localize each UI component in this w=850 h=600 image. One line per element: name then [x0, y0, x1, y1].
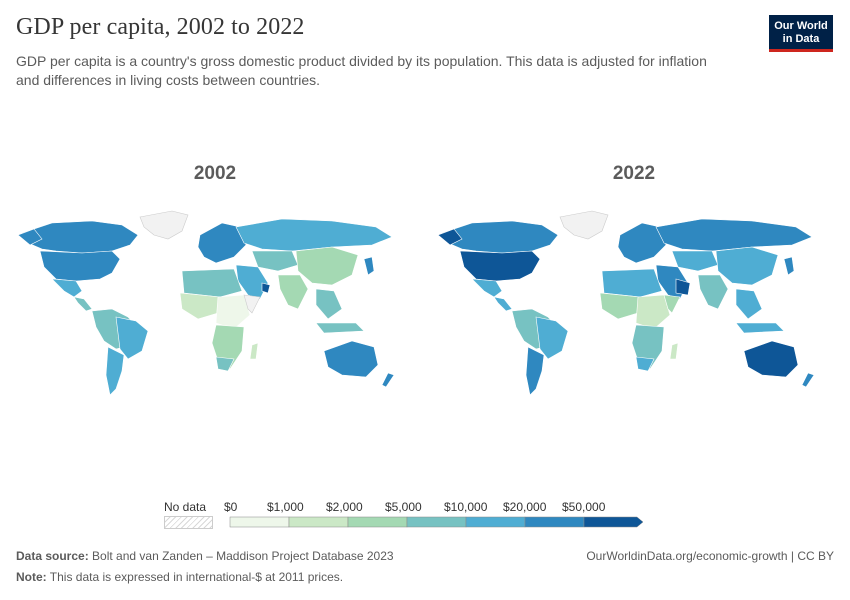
- region-central-asia[interactable]: [671, 250, 719, 272]
- region-europe[interactable]: [197, 222, 247, 264]
- data-source-label: Data source:: [16, 549, 89, 563]
- legend-bin-label-0: $0: [224, 500, 238, 514]
- region-central-america[interactable]: [73, 296, 93, 312]
- note-label: Note:: [16, 570, 47, 584]
- legend-bin-label-2: $2,000: [326, 500, 363, 514]
- region-middle-east[interactable]: [235, 264, 269, 300]
- legend-no-data-swatch[interactable]: [164, 516, 213, 529]
- region-south-america-south[interactable]: [105, 346, 125, 396]
- region-greenland[interactable]: [559, 210, 609, 240]
- world-map-2002[interactable]: [12, 205, 412, 410]
- region-alaska[interactable]: [17, 228, 43, 246]
- region-japan-korea[interactable]: [363, 256, 375, 276]
- region-indonesia[interactable]: [735, 322, 785, 334]
- legend-bin-label-6: $50,000: [562, 500, 606, 514]
- region-central-asia[interactable]: [251, 250, 299, 272]
- map-year-2022: 2022: [612, 163, 656, 184]
- region-central-africa[interactable]: [635, 294, 671, 330]
- region-australia[interactable]: [323, 340, 379, 378]
- world-map-2022[interactable]: [432, 205, 832, 410]
- region-russia[interactable]: [655, 218, 813, 252]
- owid-logo[interactable]: Our World in Data: [769, 15, 833, 52]
- region-japan-korea[interactable]: [783, 256, 795, 276]
- region-west-africa[interactable]: [179, 292, 221, 320]
- legend-bin-label-4: $10,000: [444, 500, 488, 514]
- region-brazil[interactable]: [535, 316, 569, 360]
- region-india[interactable]: [697, 274, 729, 310]
- region-usa[interactable]: [39, 250, 121, 282]
- region-north-africa[interactable]: [601, 268, 663, 298]
- region-new-zealand[interactable]: [381, 372, 395, 388]
- region-australia[interactable]: [743, 340, 799, 378]
- legend-bin-label-3: $5,000: [385, 500, 422, 514]
- logo-line-1: Our World: [774, 20, 828, 32]
- map-year-2002: 2002: [193, 163, 237, 184]
- note-text: This data is expressed in international-…: [49, 570, 344, 584]
- legend-swatch-6[interactable]: [583, 516, 644, 528]
- region-north-africa[interactable]: [181, 268, 243, 298]
- region-china[interactable]: [715, 246, 779, 286]
- region-central-america[interactable]: [493, 296, 513, 312]
- region-brazil[interactable]: [115, 316, 149, 360]
- region-west-africa[interactable]: [599, 292, 641, 320]
- region-alaska[interactable]: [437, 228, 463, 246]
- region-russia[interactable]: [235, 218, 393, 252]
- region-horn-africa-nodata[interactable]: [243, 294, 261, 314]
- map-legend: No data $0 $1,000 $2,000 $5,000 $10,000 $20,0…: [0, 496, 850, 536]
- legend-swatch-4[interactable]: [465, 516, 526, 528]
- region-south-africa[interactable]: [215, 356, 235, 372]
- legend-color-bar: [229, 516, 644, 528]
- legend-no-data-label: No data: [164, 500, 207, 514]
- chart-subtitle: GDP per capita is a country's gross dome…: [16, 53, 707, 88]
- region-europe[interactable]: [617, 222, 667, 264]
- region-south-america-south[interactable]: [525, 346, 545, 396]
- legend-swatch-2[interactable]: [347, 516, 408, 528]
- chart-title: GDP per capita, 2002 to 2022: [16, 14, 305, 40]
- legend-bin-label-5: $20,000: [503, 500, 547, 514]
- region-madagascar[interactable]: [669, 342, 679, 360]
- region-mexico[interactable]: [51, 278, 83, 298]
- data-source: Data source: Bolt and van Zanden – Maddi…: [16, 549, 394, 563]
- region-madagascar[interactable]: [249, 342, 259, 360]
- region-india[interactable]: [277, 274, 309, 310]
- region-usa[interactable]: [459, 250, 541, 282]
- logo-line-2: in Data: [782, 33, 820, 45]
- region-central-africa[interactable]: [215, 294, 251, 330]
- data-source-text[interactable]: Bolt and van Zanden – Maddison Project D…: [92, 549, 394, 563]
- legend-bin-label-1: $1,000: [267, 500, 304, 514]
- legend-swatch-3[interactable]: [406, 516, 467, 528]
- region-southeast-asia[interactable]: [735, 288, 763, 320]
- region-southeast-asia[interactable]: [315, 288, 343, 320]
- region-new-zealand[interactable]: [801, 372, 815, 388]
- data-note: Note: This data is expressed in internat…: [16, 570, 343, 584]
- source-url-link[interactable]: OurWorldinData.org/economic-growth | CC …: [586, 549, 834, 563]
- region-canada[interactable]: [441, 220, 559, 254]
- region-horn-africa[interactable]: [663, 294, 681, 314]
- region-gulf[interactable]: [261, 282, 271, 294]
- region-indonesia[interactable]: [315, 322, 365, 334]
- legend-swatch-5[interactable]: [524, 516, 585, 528]
- region-greenland[interactable]: [139, 210, 189, 240]
- region-china[interactable]: [295, 246, 359, 286]
- legend-swatch-0[interactable]: [229, 516, 290, 528]
- legend-swatch-1[interactable]: [288, 516, 349, 528]
- region-south-africa[interactable]: [635, 356, 655, 372]
- region-canada[interactable]: [21, 220, 139, 254]
- region-mexico[interactable]: [471, 278, 503, 298]
- region-gulf[interactable]: [675, 278, 691, 296]
